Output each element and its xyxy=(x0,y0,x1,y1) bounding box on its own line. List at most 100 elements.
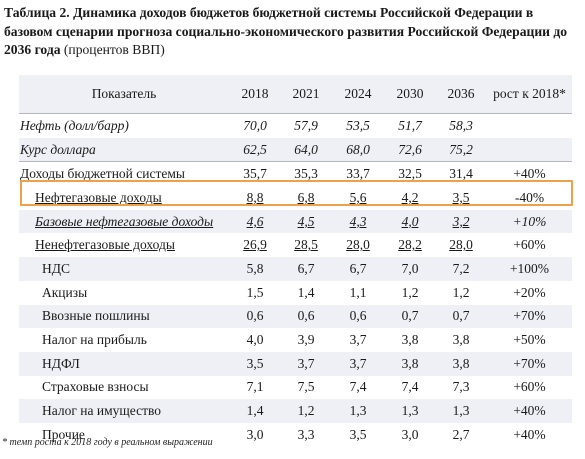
cell-growth: +70% xyxy=(487,304,572,329)
cell-2024: 3,7 xyxy=(331,351,385,376)
cell-2036: 3,5 xyxy=(452,189,470,205)
row-label: Нефть (долл/барр) xyxy=(20,117,129,133)
cell-2024: 53,5 xyxy=(346,117,370,133)
cell-2021: 3,3 xyxy=(297,426,315,442)
cell-2030: 28,2 xyxy=(398,237,422,253)
cell-2024: 7,4 xyxy=(349,379,367,395)
cell-2018: 62,5 xyxy=(229,137,281,163)
cell-2036: 1,2 xyxy=(452,284,470,300)
cell-2018: 4,0 xyxy=(246,332,264,348)
cell-2036: 7,3 xyxy=(452,379,470,395)
row-label: Налог на прибыль xyxy=(42,332,147,348)
header-2024: 2024 xyxy=(331,75,385,114)
cell-2030: 1,2 xyxy=(401,284,419,300)
table-row-profit-tax: Налог на прибыль 4,0 3,9 3,7 3,8 3,8 +50… xyxy=(19,328,572,352)
cell-2030: 3,8 xyxy=(401,332,419,348)
header-2036: 2036 xyxy=(435,75,487,114)
cell-2024: 0,6 xyxy=(331,304,385,329)
cell-2030: 3,0 xyxy=(401,426,419,442)
cell-2030: 4,0 xyxy=(401,213,419,229)
cell-growth xyxy=(487,137,572,163)
cell-2030: 32,5 xyxy=(398,166,422,182)
row-label: Страховые взносы xyxy=(42,379,149,395)
cell-2018: 1,4 xyxy=(229,399,281,423)
cell-2036: 1,3 xyxy=(435,399,487,423)
cell-growth: +40% xyxy=(487,399,572,423)
table-caption: Таблица 2. Динамика доходов бюджетов бюд… xyxy=(4,4,580,60)
cell-growth: +10% xyxy=(487,209,572,234)
cell-2021: 6,7 xyxy=(281,257,331,281)
cell-2036: 3,2 xyxy=(452,213,470,229)
table-row-other: Прочие 3,0 3,3 3,5 3,0 2,7 +40% xyxy=(19,423,572,447)
cell-2036: 31,4 xyxy=(449,166,473,182)
cell-growth: -40% xyxy=(514,189,545,205)
row-label: Ненефтегазовые доходы xyxy=(35,237,175,253)
cell-2021: 3,9 xyxy=(297,332,315,348)
cell-2036: 2,7 xyxy=(452,426,470,442)
cell-growth: +60% xyxy=(513,237,546,253)
row-label: Курс доллара xyxy=(19,137,229,163)
cell-2021: 6,8 xyxy=(297,189,315,205)
cell-2024: 3,5 xyxy=(349,426,367,442)
cell-2030: 51,7 xyxy=(398,117,422,133)
cell-2036: 7,2 xyxy=(435,257,487,281)
cell-2024: 5,6 xyxy=(349,189,367,205)
table-row-vat: НДС 5,8 6,7 6,7 7,0 7,2 +100% xyxy=(19,257,572,281)
cell-growth: +50% xyxy=(513,332,546,348)
table-row-import-duties: Ввозные пошлины 0,6 0,6 0,6 0,7 0,7 +70% xyxy=(19,304,572,329)
cell-2036: 3,8 xyxy=(435,351,487,376)
cell-2021: 1,4 xyxy=(297,284,315,300)
cell-2018: 8,8 xyxy=(246,189,264,205)
cell-2030: 1,3 xyxy=(385,399,435,423)
row-label: Налог на имущество xyxy=(19,399,229,423)
cell-growth xyxy=(487,114,572,138)
cell-2036: 58,3 xyxy=(449,117,473,133)
cell-2021: 1,2 xyxy=(281,399,331,423)
header-growth: рост к 2018* xyxy=(487,75,572,114)
cell-2021: 28,5 xyxy=(294,237,318,253)
table-row-base-oil-gas-revenue: Базовые нефтегазовые доходы 4,6 4,5 4,3 … xyxy=(19,209,572,234)
cell-2024: 33,7 xyxy=(346,166,370,182)
cell-2030: 4,2 xyxy=(401,189,419,205)
header-2030: 2030 xyxy=(385,75,435,114)
header-2018: 2018 xyxy=(229,75,281,114)
cell-2018: 1,5 xyxy=(246,284,264,300)
cell-2018: 0,6 xyxy=(229,304,281,329)
cell-2024: 68,0 xyxy=(331,137,385,163)
cell-growth: +70% xyxy=(487,351,572,376)
table-row-insurance-contributions: Страховые взносы 7,1 7,5 7,4 7,4 7,3 +60… xyxy=(19,376,572,400)
caption-title: Таблица 2. Динамика доходов бюджетов бюд… xyxy=(4,5,568,57)
cell-2018: 3,5 xyxy=(229,351,281,376)
table-row-oil: Нефть (долл/барр) 70,0 57,9 53,5 51,7 58… xyxy=(19,114,572,138)
cell-2024: 3,7 xyxy=(349,332,367,348)
cell-growth: +20% xyxy=(513,284,546,300)
cell-growth: +40% xyxy=(513,166,546,182)
header-indicator: Показатель xyxy=(19,75,229,114)
row-label: Акцизы xyxy=(42,284,88,300)
cell-2018: 7,1 xyxy=(246,379,264,395)
cell-2024: 6,7 xyxy=(331,257,385,281)
cell-2030: 7,0 xyxy=(385,257,435,281)
cell-2018: 3,0 xyxy=(246,426,264,442)
row-label: Ввозные пошлины xyxy=(19,304,229,329)
table-row-usd-rate: Курс доллара 62,5 64,0 68,0 72,6 75,2 xyxy=(19,137,572,163)
cell-2030: 3,8 xyxy=(385,351,435,376)
row-label: Доходы бюджетной системы xyxy=(20,166,185,182)
cell-2030: 7,4 xyxy=(401,379,419,395)
cell-2024: 1,3 xyxy=(331,399,385,423)
budget-revenue-table: Показатель 2018 2021 2024 2030 2036 рост… xyxy=(19,75,572,447)
table-header-row: Показатель 2018 2021 2024 2030 2036 рост… xyxy=(19,75,572,114)
cell-2018: 26,9 xyxy=(243,237,267,253)
row-label: Нефтегазовые доходы xyxy=(35,189,162,205)
cell-2024: 28,0 xyxy=(346,237,370,253)
footnote: * темп роста к 2018 году в реальном выра… xyxy=(2,437,213,448)
table-row-property-tax: Налог на имущество 1,4 1,2 1,3 1,3 1,3 +… xyxy=(19,399,572,423)
cell-2018: 70,0 xyxy=(243,117,267,133)
cell-2018: 5,8 xyxy=(229,257,281,281)
cell-2036: 0,7 xyxy=(435,304,487,329)
cell-2018: 35,7 xyxy=(243,166,267,182)
cell-2024: 4,3 xyxy=(349,213,367,229)
cell-2021: 3,7 xyxy=(281,351,331,376)
row-label: Базовые нефтегазовые доходы xyxy=(35,213,214,229)
cell-growth: +100% xyxy=(487,257,572,281)
